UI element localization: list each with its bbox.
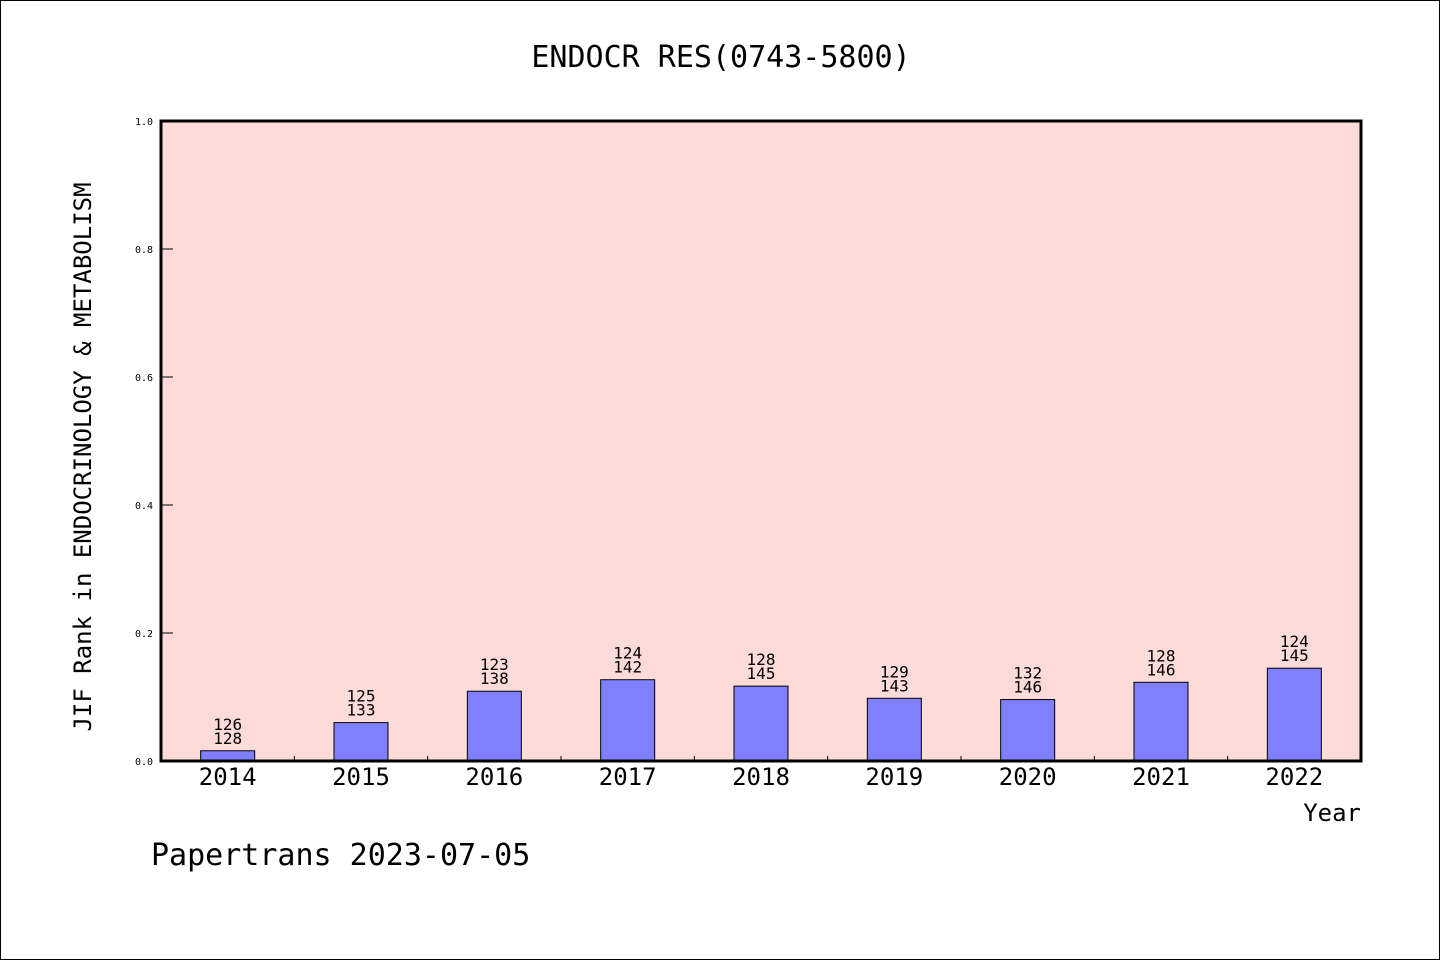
y-tick-label: 1.0 — [135, 117, 153, 128]
bar-label-total-2017: 142 — [613, 658, 642, 677]
plot-border — [159, 119, 1363, 763]
x-tick-label-2018: 2018 — [732, 763, 790, 791]
bar-2017 — [600, 679, 656, 762]
bar-label-rank-2015: 125 — [347, 687, 376, 706]
bar-2015 — [333, 722, 389, 762]
bar-2020 — [1000, 699, 1056, 762]
bar-label-total-2021: 146 — [1147, 660, 1176, 679]
bar-label-total-2020: 146 — [1013, 678, 1042, 697]
bar-2021 — [1133, 681, 1189, 762]
bar-label-total-2018: 145 — [747, 664, 776, 683]
x-tick-label-2016: 2016 — [465, 763, 523, 791]
y-axis-label: JIF Rank in ENDOCRINOLOGY & METABOLISM — [69, 182, 97, 731]
bar-2019 — [866, 697, 922, 762]
bar-label-rank-2021: 128 — [1147, 646, 1176, 665]
x-tick-label-2019: 2019 — [865, 763, 923, 791]
x-axis-label: Year — [1303, 799, 1361, 827]
bar-label-rank-2018: 128 — [747, 650, 776, 669]
bar-label-rank-2014: 126 — [213, 715, 242, 734]
x-tick-label-2017: 2017 — [599, 763, 657, 791]
bar-label-rank-2019: 129 — [880, 662, 909, 681]
bar-label-rank-2016: 123 — [480, 655, 509, 674]
bar-label-total-2016: 138 — [480, 669, 509, 688]
x-tick-label-2020: 2020 — [999, 763, 1057, 791]
bar-2022 — [1266, 667, 1322, 762]
chart-title: ENDOCR RES(0743-5800) — [531, 40, 910, 75]
y-tick-label: 0.6 — [135, 373, 153, 384]
bar-label-total-2015: 133 — [347, 701, 376, 720]
bar-2018 — [733, 685, 789, 762]
bar-2016 — [466, 690, 522, 762]
y-tick-label: 0.4 — [135, 501, 153, 512]
bar-label-rank-2017: 124 — [613, 644, 642, 663]
x-axis: 2014 2015 2016 2017 2018 2019 2020 2021 2022 — [199, 756, 1323, 791]
footer-credit: Papertrans 2023-07-05 — [151, 838, 530, 873]
bar-2014 — [200, 750, 256, 762]
x-tick-label-2022: 2022 — [1265, 763, 1323, 791]
y-tick-label: 0.8 — [135, 245, 153, 256]
bar-label-total-2014: 128 — [213, 729, 242, 748]
x-tick-label-2014: 2014 — [199, 763, 257, 791]
x-tick-label-2015: 2015 — [332, 763, 390, 791]
bar-label-rank-2020: 132 — [1013, 664, 1042, 683]
x-tick-label-2021: 2021 — [1132, 763, 1190, 791]
plot-area — [161, 121, 1361, 761]
bar-label-total-2019: 143 — [880, 676, 909, 695]
bar-label-rank-2022: 124 — [1280, 632, 1309, 651]
y-tick-label: 0.2 — [135, 629, 153, 640]
bar-label-total-2022: 145 — [1280, 646, 1309, 665]
y-axis: 0.0 0.2 0.4 0.6 0.8 1.0 — [135, 117, 173, 768]
y-tick-label: 0.0 — [135, 757, 153, 768]
